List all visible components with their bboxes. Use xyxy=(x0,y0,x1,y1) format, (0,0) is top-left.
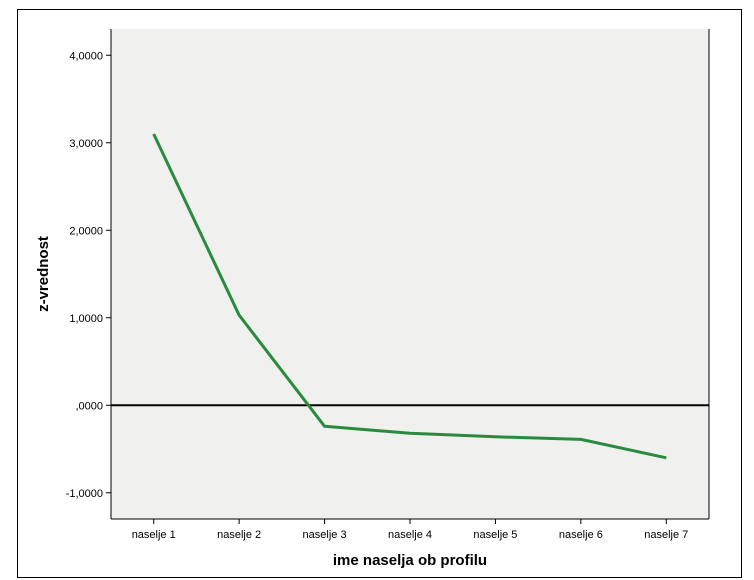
y-tick-label: ,0000 xyxy=(75,400,103,412)
x-tick-label: naselje 1 xyxy=(132,529,176,541)
x-tick-label: naselje 2 xyxy=(217,529,261,541)
x-tick-label: naselje 5 xyxy=(473,529,517,541)
y-axis-title: z-vrednost xyxy=(35,236,52,312)
y-tick-label: 3,0000 xyxy=(69,138,103,150)
y-tick-label: 2,0000 xyxy=(69,225,103,237)
x-tick-label: naselje 6 xyxy=(559,529,603,541)
x-axis: naselje 1 naselje 2 naselje 3 naselje 4 nase… xyxy=(132,519,688,541)
y-tick-label: 4,0000 xyxy=(69,50,103,62)
y-axis: -1,0000 ,0000 1,0000 2,0000 3,0000 4,0000 xyxy=(66,50,111,500)
x-tick-label: naselje 4 xyxy=(388,529,432,541)
plot-area xyxy=(111,29,709,519)
x-tick-label: naselje 3 xyxy=(303,529,347,541)
x-tick-label: naselje 7 xyxy=(644,529,688,541)
series-line xyxy=(152,133,667,460)
y-tick-label: 1,0000 xyxy=(69,313,103,325)
x-axis-title: ime naselja ob profilu xyxy=(333,552,487,569)
y-tick-label: -1,0000 xyxy=(66,488,103,500)
